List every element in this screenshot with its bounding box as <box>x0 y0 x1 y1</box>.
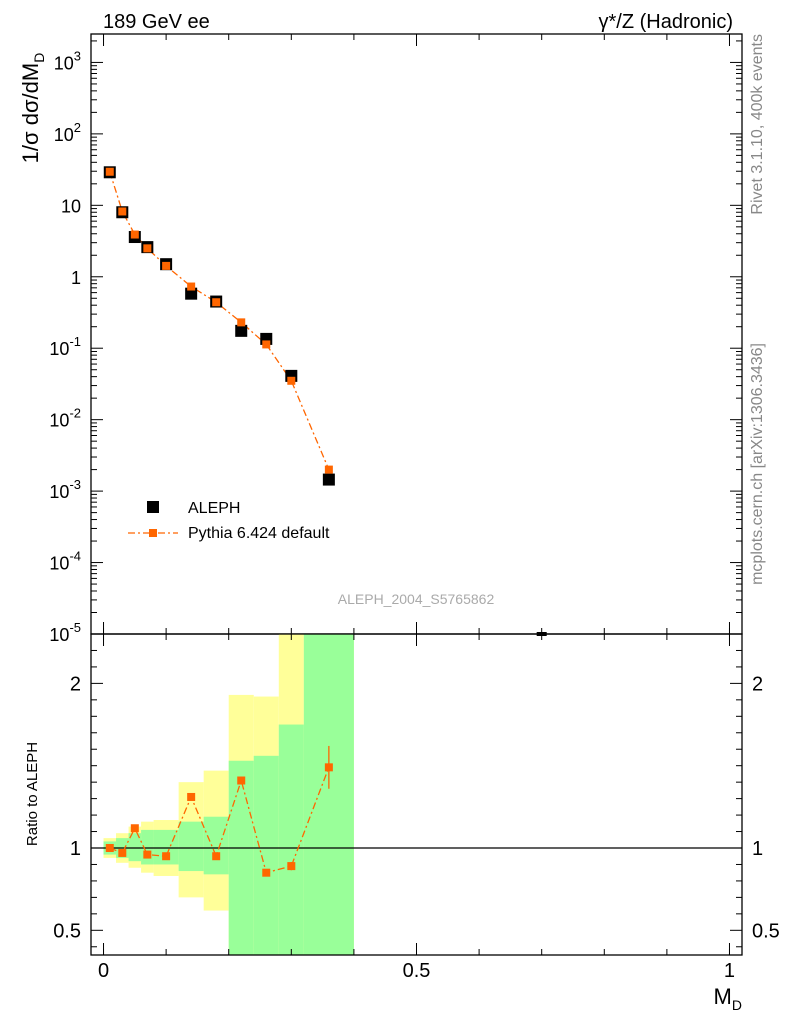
aleph-data-point <box>322 473 335 486</box>
main-y-tick-label: 10-3 <box>49 477 81 502</box>
energy-label: 189 GeV ee <box>103 11 210 33</box>
ratio-mc-point <box>118 848 127 857</box>
mc-data-point <box>187 282 196 291</box>
ratio-y-tick-label-right: 2 <box>752 673 763 695</box>
ratio-plot-panel: 0.5 0.5 1 1 2 2 0 0.5 1 <box>53 633 780 982</box>
ratio-mc-point <box>324 763 333 772</box>
main-y-tick-label: 1 <box>71 268 81 288</box>
mc-series-line <box>109 171 330 470</box>
ratio-mc-point <box>262 868 271 877</box>
ratio-y-tick-label-right: 0.5 <box>752 920 780 942</box>
mc-data-point <box>324 465 333 474</box>
x-axis-label: MD <box>714 984 742 1013</box>
main-y-tick-label: 102 <box>54 120 81 145</box>
main-y-axis-label: 1/σ dσ/dMD <box>18 53 47 164</box>
ratio-inner-band <box>253 755 279 955</box>
rivet-version-text: Rivet 3.1.10, 400k events <box>749 34 766 215</box>
main-y-tick-label: 10-1 <box>49 334 81 359</box>
ratio-inner-band <box>178 821 204 872</box>
mc-data-point <box>212 298 221 307</box>
mc-data-point <box>162 261 171 270</box>
ratio-y-axis-label: Ratio to ALEPH <box>24 742 41 846</box>
ratio-mc-point <box>237 776 246 785</box>
ratio-uncertainty-bands <box>103 634 354 955</box>
main-y-tick-label: 10 <box>61 196 81 216</box>
mc-data-point <box>118 207 127 216</box>
ratio-y-tick-label: 0.5 <box>53 920 81 942</box>
main-y-tick-label: 10-5 <box>49 620 81 645</box>
ratio-mc-point <box>212 852 221 861</box>
main-plot-marks <box>103 166 547 636</box>
ratio-inner-band <box>203 816 229 875</box>
ratio-inner-band <box>303 634 354 955</box>
aleph-data-point <box>235 324 248 337</box>
process-label: γ*/Z (Hadronic) <box>599 11 733 33</box>
ratio-y-tick-label: 1 <box>70 838 81 860</box>
ratio-mc-point <box>287 862 296 871</box>
mc-data-point <box>237 318 246 327</box>
ratio-inner-band <box>278 724 304 955</box>
legend-marker-aleph <box>147 501 159 513</box>
mc-data-point <box>130 230 139 239</box>
main-y-tick-label: 103 <box>54 48 81 73</box>
main-plot-frame <box>90 33 743 635</box>
mc-data-point <box>262 340 271 349</box>
watermark-label: ALEPH_2004_S5765862 <box>338 591 495 607</box>
ratio-mc-point <box>143 850 152 859</box>
legend: ALEPH Pythia 6.424 default <box>128 500 330 542</box>
ratio-y-tick-label-right: 1 <box>752 838 763 860</box>
mc-data-point <box>143 244 152 253</box>
legend-marker-mc <box>149 529 157 537</box>
x-tick-label: 1 <box>724 960 735 982</box>
ratio-inner-band <box>128 833 142 862</box>
main-y-tick-label: 10-4 <box>49 549 81 574</box>
mc-data-point <box>287 376 296 385</box>
ratio-mc-point <box>105 844 114 852</box>
ratio-plot-marks <box>105 745 333 877</box>
main-y-tick-label: 10-2 <box>49 406 81 431</box>
aleph-data-point <box>185 287 198 300</box>
x-tick-label: 0.5 <box>403 960 431 982</box>
ratio-mc-point <box>187 792 196 801</box>
ratio-inner-band <box>228 760 254 955</box>
ratio-plot-axes: 0.5 0.5 1 1 2 2 0 0.5 1 <box>53 634 780 982</box>
mcplots-credit-text: mcplots.cern.ch [arXiv:1306.3436] <box>749 343 766 585</box>
svg-text:1/σ dσ/dMD: 1/σ dσ/dMD <box>18 53 47 164</box>
ratio-inner-band <box>141 829 154 865</box>
legend-label-aleph: ALEPH <box>188 500 240 517</box>
x-tick-label: 0 <box>98 960 109 982</box>
legend-label-mc: Pythia 6.424 default <box>188 525 330 542</box>
ratio-y-tick-label: 2 <box>70 673 81 695</box>
ratio-mc-point <box>162 852 171 861</box>
svg-text:MD: MD <box>714 984 742 1013</box>
mc-data-point <box>105 167 114 176</box>
ratio-mc-point <box>130 824 139 833</box>
